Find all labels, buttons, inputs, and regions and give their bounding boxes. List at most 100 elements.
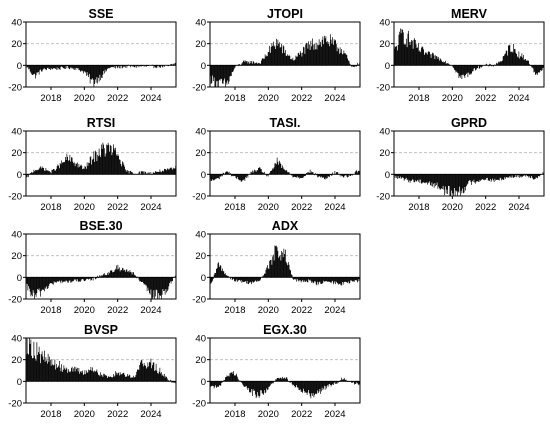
y-tick-label: 40 (195, 127, 206, 138)
y-tick-label: 0 (17, 61, 22, 72)
x-tick-label: 2020 (442, 202, 463, 213)
series-bars (210, 245, 360, 286)
panel-1: SSE -20 0 20 40 2018 2020 2022 2024 (8, 7, 177, 104)
x-tick-label: 2018 (40, 305, 61, 316)
plot-frame (209, 130, 361, 197)
y-tick-label: 20 (379, 39, 390, 50)
x-tick-label: 2018 (224, 409, 245, 420)
x-tick-label: 2022 (107, 305, 128, 316)
x-tick-label: 2024 (324, 409, 345, 420)
y-tick-label: 40 (195, 334, 206, 345)
plot-frame (25, 130, 177, 197)
series-bars (394, 28, 544, 80)
y-tick-label: 0 (17, 273, 22, 284)
x-tick-label: 2020 (258, 202, 279, 213)
panel-9: BVSP -20 0 20 40 2018 2020 2022 2024 (8, 323, 177, 420)
y-tick-label: -20 (8, 399, 22, 410)
x-tick-label: 2024 (324, 202, 345, 213)
y-tick-label: 20 (195, 39, 206, 50)
plot-frame (209, 233, 361, 300)
x-tick-label: 2018 (224, 93, 245, 104)
x-tick-label: 2024 (508, 202, 529, 213)
y-tick-label: 40 (195, 230, 206, 241)
panel-6: GPRD -20 0 20 40 2018 2020 2022 2024 (376, 116, 545, 213)
x-tick-label: 2020 (74, 93, 95, 104)
y-tick-label: 0 (385, 170, 390, 181)
x-tick-label: 2018 (40, 409, 61, 420)
panel-title: BSE.30 (79, 219, 122, 233)
x-tick-label: 2018 (40, 93, 61, 104)
series-bars (394, 172, 544, 196)
panel-2: JTOPI -20 0 20 40 2018 2020 2022 2024 (192, 7, 361, 104)
panel-title: ADX (272, 219, 299, 233)
x-tick-label: 2022 (107, 93, 128, 104)
y-tick-label: 0 (17, 170, 22, 181)
x-tick-label: 2024 (508, 93, 529, 104)
x-tick-label: 2018 (408, 202, 429, 213)
x-tick-label: 2024 (324, 93, 345, 104)
x-tick-label: 2018 (224, 305, 245, 316)
panel-10: EGX.30 -20 0 20 40 2018 2020 2022 2024 (192, 323, 361, 420)
x-tick-label: 2022 (291, 305, 312, 316)
y-tick-label: 40 (11, 230, 22, 241)
panel-title: EGX.30 (263, 323, 307, 337)
panel-title: JTOPI (267, 7, 303, 21)
panel-title: MERV (451, 7, 488, 21)
x-tick-label: 2024 (140, 202, 161, 213)
panel-title: TASI. (269, 116, 300, 130)
x-tick-label: 2018 (40, 202, 61, 213)
x-tick-label: 2022 (291, 93, 312, 104)
y-tick-label: -20 (8, 83, 22, 94)
y-tick-label: 20 (11, 148, 22, 159)
panel-title: GPRD (451, 116, 487, 130)
plot-frame (209, 21, 361, 88)
plot-frame (25, 233, 177, 300)
y-tick-label: 0 (201, 170, 206, 181)
y-tick-label: -20 (192, 192, 206, 203)
x-tick-label: 2020 (258, 409, 279, 420)
panel-4: RTSI -20 0 20 40 2018 2020 2022 2024 (8, 116, 177, 213)
series-bars (26, 338, 176, 384)
panel-title: RTSI (87, 116, 115, 130)
x-tick-label: 2020 (74, 305, 95, 316)
y-tick-label: 40 (11, 334, 22, 345)
y-tick-label: 20 (11, 355, 22, 366)
x-tick-label: 2022 (107, 409, 128, 420)
series-bars (210, 157, 360, 182)
panel-title: SSE (88, 7, 113, 21)
x-tick-label: 2020 (258, 305, 279, 316)
x-tick-label: 2022 (475, 202, 496, 213)
y-tick-label: -20 (376, 192, 390, 203)
x-tick-label: 2024 (140, 93, 161, 104)
x-tick-label: 2024 (140, 409, 161, 420)
series-bars (26, 264, 176, 299)
y-tick-label: -20 (8, 192, 22, 203)
x-tick-label: 2020 (258, 93, 279, 104)
y-tick-label: 40 (11, 127, 22, 138)
y-tick-label: 20 (195, 355, 206, 366)
y-tick-label: -20 (192, 399, 206, 410)
y-tick-label: 0 (385, 61, 390, 72)
y-tick-label: 40 (379, 127, 390, 138)
plot-frame (209, 337, 361, 404)
x-tick-label: 2020 (74, 409, 95, 420)
y-tick-label: 0 (201, 61, 206, 72)
x-tick-label: 2020 (74, 202, 95, 213)
y-tick-label: 20 (195, 148, 206, 159)
y-tick-label: 20 (11, 251, 22, 262)
y-tick-label: 20 (11, 39, 22, 50)
y-tick-label: -20 (8, 295, 22, 306)
series-bars (210, 34, 360, 87)
x-tick-label: 2024 (140, 305, 161, 316)
y-tick-label: 0 (201, 273, 206, 284)
y-tick-label: -20 (192, 295, 206, 306)
x-tick-label: 2018 (224, 202, 245, 213)
panel-7: BSE.30 -20 0 20 40 2018 2020 2022 2024 (8, 219, 177, 316)
series-bars (26, 142, 176, 178)
y-tick-label: 0 (17, 377, 22, 388)
series-bars (210, 371, 360, 399)
y-tick-label: 40 (379, 18, 390, 29)
x-tick-label: 2022 (107, 202, 128, 213)
x-tick-label: 2022 (291, 409, 312, 420)
